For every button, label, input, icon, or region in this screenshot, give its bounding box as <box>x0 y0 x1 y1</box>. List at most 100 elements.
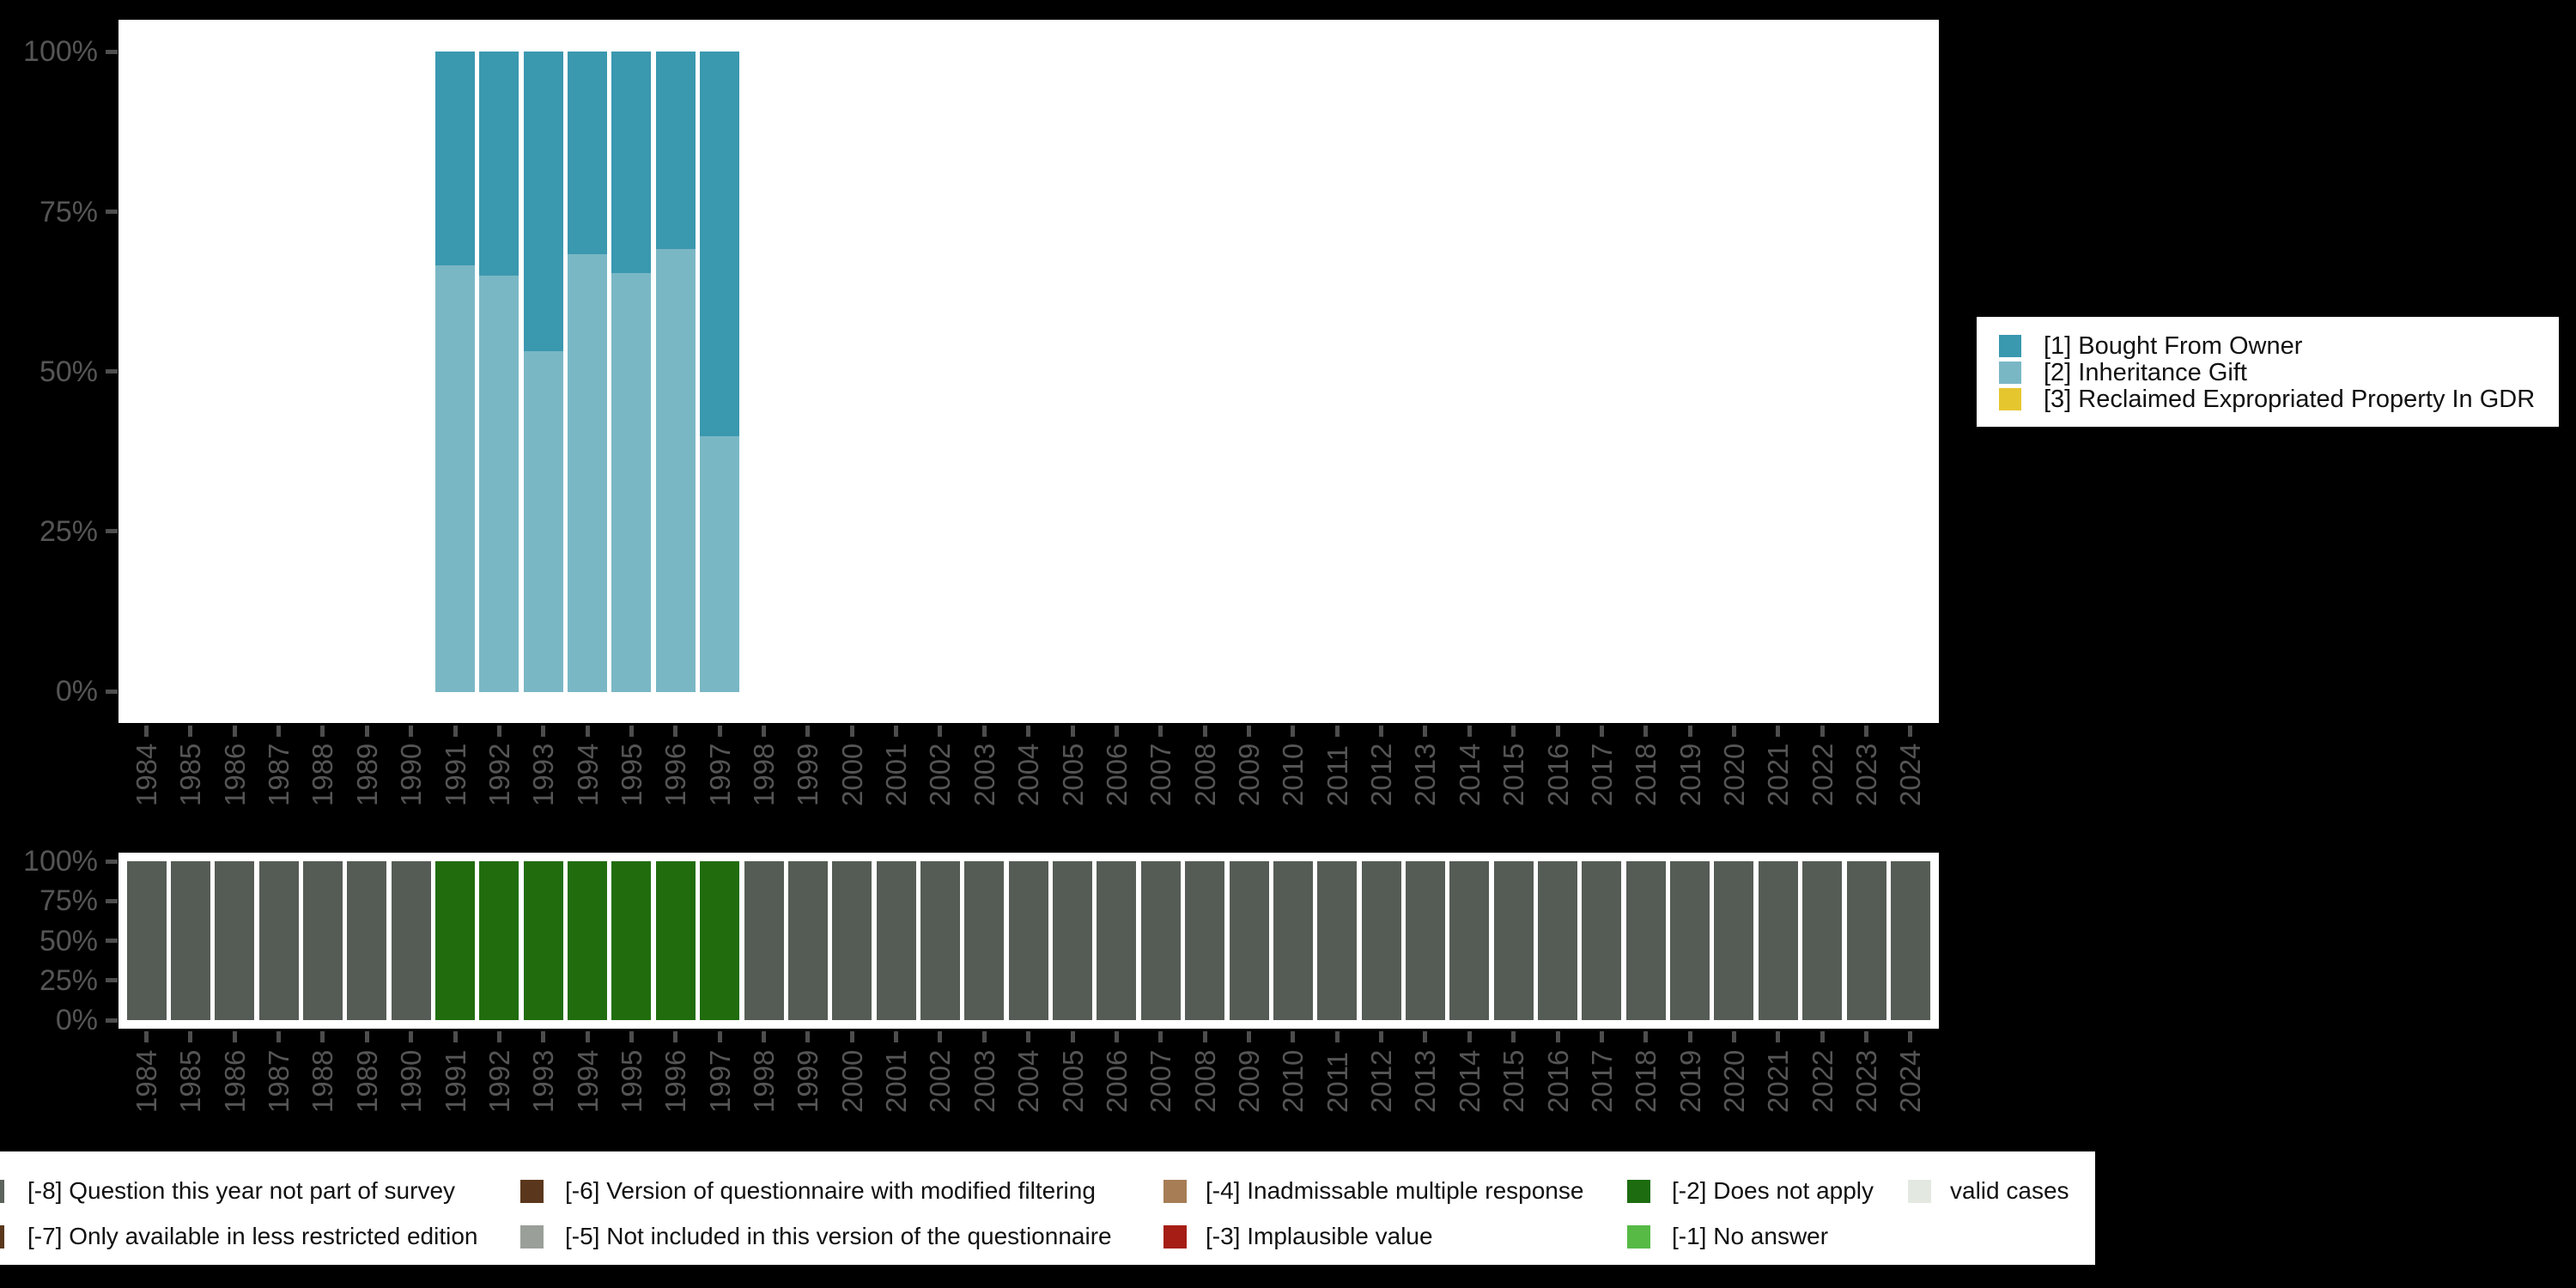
missing-x-tick-label-text: 2005 <box>1056 1049 1089 1113</box>
legend-label: [-5] Not included in this version of the… <box>565 1223 1112 1249</box>
missing-bar-1991 <box>435 861 476 1020</box>
missing-x-tick <box>1114 1031 1119 1042</box>
missing-y-tick-label: 50% <box>39 924 98 957</box>
missing-bar-2008 <box>1185 861 1225 1020</box>
missing-x-tick-label-text: 2001 <box>880 1049 913 1113</box>
ownership-x-tick-label: 1996 <box>659 739 692 806</box>
missing-bar-2005 <box>1053 861 1093 1020</box>
missing-x-tick-label: 2009 <box>1232 1046 1266 1113</box>
ownership-x-tick-label-text: 2015 <box>1498 743 1530 806</box>
missing-x-tick-label: 2014 <box>1453 1046 1486 1113</box>
ownership-x-tick-label-text: 2023 <box>1850 743 1883 806</box>
missing-x-tick-label: 2017 <box>1585 1046 1619 1113</box>
missing-bar-2020 <box>1714 861 1754 1020</box>
missing-codes-legend: [-8] Question this year not part of surv… <box>0 1151 2095 1265</box>
missing-x-tick-label: 1997 <box>703 1046 737 1113</box>
missing-x-tick-label: 1984 <box>130 1046 163 1113</box>
ownership-x-tick-label: 2013 <box>1408 739 1442 806</box>
missing-x-tick <box>762 1031 767 1042</box>
ownership-x-tick-label-text: 1994 <box>571 743 604 806</box>
missing-x-tick-label: 1998 <box>747 1046 781 1113</box>
ownership-x-tick <box>673 726 678 737</box>
missing-y-tick <box>106 939 118 943</box>
missing-bar-1997 <box>700 861 740 1020</box>
ownership-x-tick <box>1158 726 1163 737</box>
ownership-x-tick-label-text: 2019 <box>1674 743 1706 806</box>
missing-x-tick <box>717 1031 722 1042</box>
legend-swatch <box>1999 361 2021 384</box>
bar-1992-[1] <box>479 52 519 276</box>
missing-bar-2011 <box>1317 861 1358 1020</box>
missing-x-tick-label-text: 1999 <box>792 1049 824 1113</box>
ownership-x-tick-label: 2000 <box>835 739 869 806</box>
missing-bar-2004 <box>1008 861 1048 1020</box>
missing-x-tick-label: 2006 <box>1100 1046 1133 1113</box>
ownership-x-tick <box>1511 726 1516 737</box>
missing-x-tick-label-text: 2017 <box>1585 1049 1618 1113</box>
missing-x-tick-label-text: 2022 <box>1806 1049 1838 1113</box>
missing-x-tick <box>673 1031 678 1042</box>
ownership-x-tick-label-text: 2008 <box>1188 743 1221 806</box>
missing-x-tick-label-text: 1986 <box>218 1049 251 1113</box>
ownership-x-tick-label: 2011 <box>1321 739 1354 806</box>
ownership-x-tick <box>1114 726 1119 737</box>
missing-x-tick <box>1687 1031 1692 1042</box>
ownership-x-tick-label-text: 2024 <box>1894 743 1927 806</box>
missing-x-tick-label: 1986 <box>218 1046 252 1113</box>
legend-label: [-2] Does not apply <box>1672 1177 1874 1204</box>
missing-bar-1990 <box>391 861 431 1020</box>
legend-swatch <box>520 1225 544 1249</box>
ownership-x-tick-label-text: 1997 <box>703 743 736 806</box>
legend-swatch <box>520 1180 544 1203</box>
ownership-x-tick-label: 2007 <box>1144 739 1177 806</box>
ownership-x-tick-label: 2002 <box>923 739 957 806</box>
missing-x-tick <box>805 1031 811 1042</box>
missing-x-tick <box>1643 1031 1649 1042</box>
missing-bar-2018 <box>1625 861 1666 1020</box>
ownership-y-tick <box>106 529 118 533</box>
missing-x-tick-label: 1992 <box>483 1046 516 1113</box>
ownership-x-tick-label: 1994 <box>571 739 605 806</box>
legend-label: valid cases <box>1950 1177 2069 1204</box>
missing-x-tick <box>453 1031 458 1042</box>
missing-x-tick <box>1334 1031 1340 1042</box>
missing-bar-1993 <box>523 861 563 1020</box>
ownership-x-tick-label: 2017 <box>1585 739 1619 806</box>
missing-x-tick <box>1731 1031 1736 1042</box>
missing-bar-2022 <box>1802 861 1843 1020</box>
bar-1996-[2] <box>655 248 696 692</box>
ownership-x-tick <box>1599 726 1604 737</box>
ownership-x-tick-label: 2020 <box>1717 739 1751 806</box>
missing-x-tick-label-text: 2015 <box>1498 1049 1530 1113</box>
ownership-x-tick-label: 1987 <box>262 739 295 806</box>
legend-label: [-3] Implausible value <box>1206 1223 1433 1249</box>
missing-x-tick <box>1026 1031 1031 1042</box>
ownership-x-tick-label-text: 2001 <box>880 743 913 806</box>
missing-bar-2017 <box>1582 861 1622 1020</box>
bar-1991-[1] <box>435 52 476 266</box>
missing-x-tick-label: 2010 <box>1276 1046 1309 1113</box>
legend-label: [-7] Only available in less restricted e… <box>27 1223 478 1249</box>
missing-x-tick-label-text: 2003 <box>968 1049 1000 1113</box>
ownership-x-tick-label-text: 2003 <box>968 743 1000 806</box>
ownership-x-tick-label: 2008 <box>1188 739 1222 806</box>
ownership-x-tick <box>1864 726 1869 737</box>
missing-bar-2010 <box>1273 861 1313 1020</box>
legend-label: [3] Reclaimed Expropriated Property In G… <box>2044 386 2536 413</box>
ownership-y-tick <box>106 210 118 214</box>
ownership-x-tick-label-text: 1984 <box>131 743 162 806</box>
ownership-x-tick-label-text: 2006 <box>1100 743 1133 806</box>
ownership-x-tick <box>1731 726 1736 737</box>
missing-x-tick-label: 2004 <box>1012 1046 1045 1113</box>
ownership-x-tick-label-text: 2022 <box>1806 743 1838 806</box>
legend-label: [-1] No answer <box>1672 1223 1829 1249</box>
missing-x-tick-label: 2015 <box>1497 1046 1530 1113</box>
ownership-x-tick <box>849 726 854 737</box>
ownership-x-tick-label-text: 1995 <box>615 743 647 806</box>
missing-x-tick-label: 2024 <box>1893 1046 1927 1113</box>
missing-x-tick-label-text: 1987 <box>263 1049 295 1113</box>
ownership-x-tick-label: 1998 <box>747 739 781 806</box>
ownership-y-tick-label: 50% <box>39 355 98 388</box>
legend-swatch <box>1999 388 2021 410</box>
missing-bar-2006 <box>1097 861 1137 1020</box>
